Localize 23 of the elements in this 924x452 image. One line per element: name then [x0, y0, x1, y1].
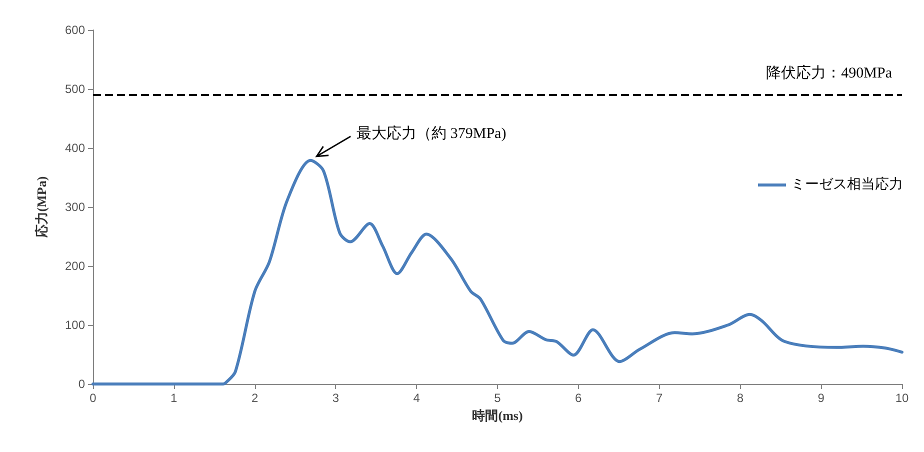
x-tick-label: 7: [656, 391, 663, 405]
x-tick-label: 0: [90, 391, 97, 405]
ref-line-label: 降伏応力：490MPa: [766, 64, 892, 82]
annotation: 最大応力（約 379MPa): [356, 124, 506, 142]
x-tick-label: 5: [494, 391, 502, 405]
x-axis-title: 時間(ms): [472, 408, 523, 423]
y-tick-label: 600: [64, 23, 86, 37]
y-axis-title: 応力(MPa): [34, 176, 49, 239]
y-tick-label: 500: [64, 82, 86, 96]
y-tick-label: 200: [64, 259, 86, 273]
y-tick-label: 100: [64, 318, 86, 332]
x-tick-label: 2: [251, 391, 258, 405]
legend-label: ミーゼス相当応力: [791, 176, 903, 192]
y-tick-label: 0: [78, 377, 86, 391]
x-tick-label: 3: [332, 391, 340, 405]
x-tick-label: 6: [575, 391, 582, 405]
y-tick-label: 300: [64, 200, 86, 214]
x-tick-label: 4: [413, 391, 420, 405]
x-tick-label: 8: [736, 391, 744, 405]
x-tick-label: 9: [818, 391, 825, 405]
y-tick-label: 400: [64, 141, 86, 155]
x-tick-label: 10: [895, 391, 909, 405]
x-tick-label: 1: [170, 391, 178, 405]
